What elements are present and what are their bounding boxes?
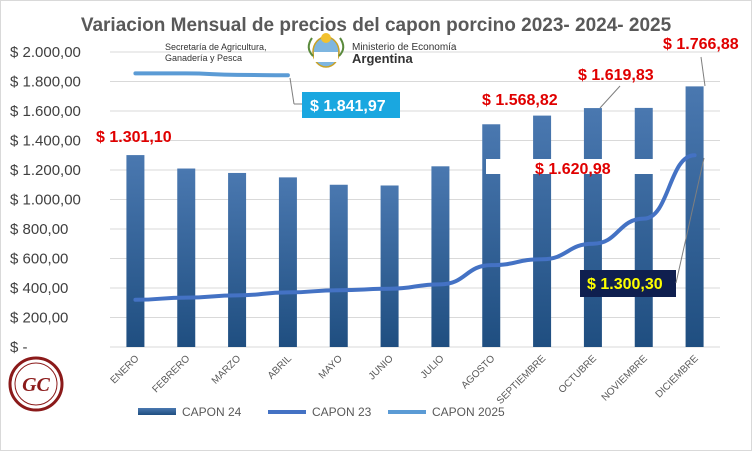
x-tick-label: AGOSTO [459, 353, 497, 391]
y-tick-label: $ 1.000,00 [10, 192, 81, 209]
annotation-capon-2025: $ 1.841,97 [310, 98, 386, 115]
bar-capon-24 [533, 115, 552, 347]
x-tick-label: FEBRERO [150, 353, 192, 395]
leader-line-2025 [289, 77, 295, 105]
line-series-capon-2025 [133, 71, 290, 78]
annotation-enero-2024: $ 1.301,10 [96, 129, 172, 146]
y-tick-label: $ 1.800,00 [10, 74, 81, 91]
y-tick-label: $ 1.200,00 [10, 162, 81, 179]
gc-logo-text: GC [22, 374, 50, 396]
annotation-box-white [486, 159, 660, 174]
bar-capon-24 [634, 107, 653, 347]
bar-capon-24 [583, 108, 602, 347]
series-line [133, 153, 697, 302]
series-line [133, 71, 290, 78]
chart-title: Variacion Mensual de precios del capon p… [81, 15, 672, 36]
y-tick-label: $ 600,00 [10, 251, 68, 268]
y-tick-label: $ - [10, 339, 28, 356]
y-axis-ticks: $ - $ 200,00 $ 400,00 $ 600,00 $ 800,00 $ 1.0… [10, 44, 81, 356]
y-tick-label: $ 1.400,00 [10, 133, 81, 150]
leader-line-capon-23 [675, 157, 705, 284]
x-tick-label: MARZO [210, 353, 243, 386]
annotation-agosto-2024: $ 1.568,82 [482, 92, 558, 109]
y-tick-label: $ 800,00 [10, 221, 68, 238]
annotation-octubre-2024: $ 1.619,83 [578, 67, 654, 84]
x-tick-label: MAYO [317, 353, 345, 381]
x-tick-label: JUNIO [367, 353, 396, 382]
x-tick-label: DICIEMBRE [654, 353, 701, 400]
bar-capon-24 [380, 185, 399, 347]
ministerio-line1: Ministerio de Economía [352, 42, 457, 53]
secretaria-line1: Secretaría de Agricultura, [165, 42, 267, 52]
y-tick-label: $ 400,00 [10, 280, 68, 297]
bar-capon-24 [685, 86, 704, 348]
legend-label-capon-2025: CAPON 2025 [432, 405, 505, 419]
legend-label-capon-24: CAPON 24 [182, 405, 242, 419]
y-tick-label: $ 200,00 [10, 310, 68, 327]
gridlines [110, 51, 720, 348]
x-tick-label: ABRIL [266, 353, 295, 382]
bar-capon-24 [431, 166, 450, 347]
x-tick-label: NOVIEMBRE [600, 353, 650, 403]
y-tick-label: $ 2.000,00 [10, 44, 81, 61]
leader-line-octubre [599, 85, 621, 109]
annotation-capon-23-diciembre: $ 1.300,30 [587, 276, 663, 293]
x-tick-label: OCTUBRE [557, 353, 600, 396]
legend-label-capon-23: CAPON 23 [312, 405, 372, 419]
x-axis-ticks: ENERO FEBRERO MARZO ABRIL MAYO JUNIO JULIO AGOS… [109, 353, 701, 407]
argentina-coat-of-arms-icon [307, 33, 345, 68]
bar-series-capon-24 [126, 86, 704, 348]
bar-capon-24 [177, 168, 196, 347]
gc-logo: GC [8, 356, 64, 412]
secretaria-logo: Secretaría de Agricultura, Ganadería y P… [165, 42, 267, 63]
annotation-noviembre-2024: $ 1.620,98 [535, 161, 611, 178]
ministerio-line2: Argentina [352, 51, 413, 66]
leader-line-diciembre [700, 56, 706, 87]
bar-capon-24 [126, 155, 145, 347]
line-series-capon-23 [133, 153, 697, 302]
annotation-box-navy [580, 270, 676, 297]
bar-capon-24 [228, 172, 247, 347]
legend: CAPON 24 CAPON 23 CAPON 2025 [138, 405, 505, 419]
bar-capon-24 [482, 124, 501, 348]
y-tick-label: $ 1.600,00 [10, 103, 81, 120]
secretaria-line2: Ganadería y Pesca [165, 53, 242, 63]
annotation-diciembre-2024: $ 1.766,88 [663, 36, 739, 53]
x-tick-label: ENERO [109, 353, 142, 386]
x-tick-label: JULIO [419, 353, 447, 381]
x-tick-label: SEPTIEMBRE [495, 353, 549, 407]
annotation-box-cyan [302, 92, 400, 118]
legend-swatch-capon-24 [138, 408, 176, 415]
bar-capon-24 [329, 184, 348, 347]
ministerio-logo: Ministerio de Economía Argentina [352, 42, 457, 66]
bar-capon-24 [278, 177, 297, 347]
data-annotations: $ 1.301,10 $ 1.568,82 $ 1.619,83 $ 1.766… [96, 36, 739, 297]
